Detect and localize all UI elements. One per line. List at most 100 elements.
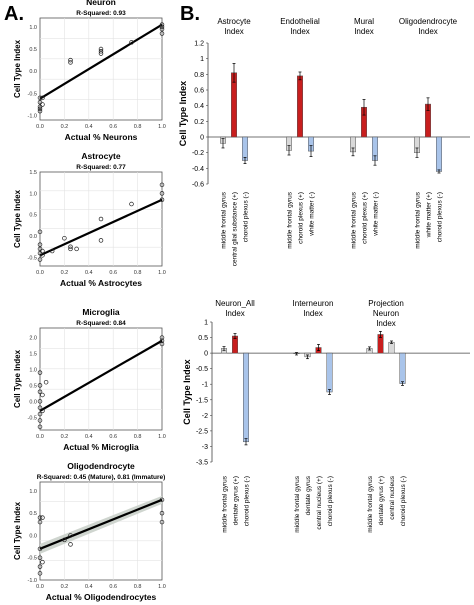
group-title: Mural	[354, 17, 374, 26]
y-tick-label: 0	[204, 351, 208, 358]
data-point	[62, 537, 67, 543]
data-point	[37, 257, 43, 262]
data-point	[37, 418, 43, 423]
x-tick-label: 0.2	[61, 584, 69, 590]
scatter-plot-1: Astrocyte R-Squared: 0.77 0.0 0.2 0.4 0.6 0.8 1…	[13, 151, 166, 288]
category-label: white matter (-)	[309, 192, 316, 237]
data-point	[37, 515, 43, 520]
y-tick-label: 0.5	[29, 511, 37, 517]
scatter-plot-0: Neuron R-Squared: 0.93 0.0 0.2 0.4 0.6 0.8 1.0 -…	[13, 0, 166, 142]
data-point	[98, 216, 104, 222]
data-point	[68, 244, 73, 250]
group-title: Oligodendrocyte	[399, 17, 458, 26]
y-tick-label: 0.6	[194, 88, 204, 95]
y-tick-label: 0.5	[29, 213, 37, 219]
data-point	[159, 335, 165, 340]
data-point	[159, 510, 165, 516]
y-axis-label: Cell Type Index	[13, 349, 22, 408]
x-tick-label: 0.4	[85, 270, 93, 276]
y-tick-label: -0.4	[192, 166, 204, 173]
scatter-subtitle: R-Squared: 0.45 (Mature), 0.81 (Immature…	[37, 474, 166, 481]
y-tick-label: 1.0	[29, 191, 37, 197]
x-tick-label: 0.0	[36, 434, 44, 440]
group-title: Endothelial	[280, 17, 320, 26]
category-label: dentate gyrus	[305, 475, 312, 515]
category-label: central nucleus (+)	[316, 476, 323, 530]
x-tick-label: 0.6	[109, 434, 117, 440]
data-point	[43, 379, 49, 385]
y-tick-label: -0.5	[28, 415, 37, 421]
data-point	[37, 100, 43, 105]
plot-frame	[39, 171, 163, 267]
fit-line	[39, 498, 163, 550]
group-title: Index	[376, 319, 396, 328]
category-label: choroid plexus (-)	[327, 476, 334, 526]
x-tick-label: 0.2	[61, 124, 69, 130]
group-title: Projection	[368, 299, 404, 308]
y-tick-label: -0.6	[192, 182, 204, 189]
category-label: middle frontal gyrus	[415, 191, 422, 248]
data-point	[49, 248, 55, 254]
data-point	[37, 106, 43, 112]
data-point	[159, 197, 165, 203]
y-tick-label: -1.0	[28, 114, 37, 120]
fit-line	[39, 339, 163, 412]
data-point	[40, 392, 45, 398]
data-point	[98, 51, 104, 56]
x-tick-label: 1.0	[158, 584, 166, 590]
panel-label-a: A.	[4, 3, 24, 25]
bar	[326, 352, 333, 393]
group-title: Index	[225, 309, 245, 318]
group-title: Index	[290, 27, 310, 36]
x-tick-label: 0.8	[134, 124, 142, 130]
category-label: white matter (+)	[426, 192, 433, 238]
data-point	[68, 542, 73, 547]
data-point	[37, 242, 43, 247]
scatter-subtitle: R-Squared: 0.93	[76, 10, 126, 17]
y-tick-label: 0	[200, 135, 204, 142]
data-point	[159, 341, 165, 347]
y-tick-label: 1.0	[29, 25, 37, 31]
category-label: dentate gyrus (+)	[233, 476, 240, 525]
data-point	[40, 95, 45, 101]
x-axis-label: Actual % Oligodendrocytes	[46, 592, 157, 602]
x-tick-label: 0.6	[109, 270, 117, 276]
group-title: Index	[418, 27, 438, 36]
y-tick-label: -2	[202, 413, 208, 420]
plot-frame	[39, 327, 163, 431]
x-tick-label: 0.8	[134, 434, 142, 440]
y-tick-label: 0.0	[29, 533, 37, 539]
x-axis-label: Actual % Astrocytes	[60, 278, 142, 288]
data-point	[40, 248, 45, 254]
y-tick-label: 0.0	[29, 399, 37, 405]
x-axis-label: Actual % Microglia	[63, 442, 139, 452]
y-tick-label: -3.5	[196, 460, 208, 467]
scatter-subtitle: R-Squared: 0.84	[76, 320, 126, 327]
data-point	[37, 546, 43, 552]
data-point	[74, 246, 79, 252]
category-label: choroid plexus (-)	[400, 476, 407, 526]
bar	[242, 136, 248, 161]
scatter-title: Astrocyte	[81, 151, 120, 161]
x-tick-label: 0.8	[134, 270, 142, 276]
x-tick-label: 1.0	[158, 124, 166, 130]
y-tick-label: 1.5	[29, 170, 37, 176]
data-point	[37, 370, 43, 375]
category-label: choroid plexus (-)	[243, 192, 250, 242]
x-tick-label: 0.6	[109, 124, 117, 130]
scatter-title: Oligodendrocyte	[67, 461, 135, 471]
data-point	[159, 519, 165, 525]
data-point	[37, 95, 43, 101]
y-tick-label: -2.5	[196, 428, 208, 435]
data-point	[159, 24, 165, 30]
data-point	[37, 555, 43, 560]
y-tick-label: 0.0	[29, 234, 37, 240]
group-title: Astrocyte	[217, 17, 251, 26]
x-tick-label: 0.0	[36, 270, 44, 276]
category-label: dentate gyrus (+)	[378, 476, 385, 525]
category-label: central nucleus	[389, 475, 396, 519]
data-point	[62, 235, 67, 241]
y-tick-label: 1	[204, 320, 208, 327]
bar	[399, 352, 406, 384]
group-title: Index	[354, 27, 374, 36]
